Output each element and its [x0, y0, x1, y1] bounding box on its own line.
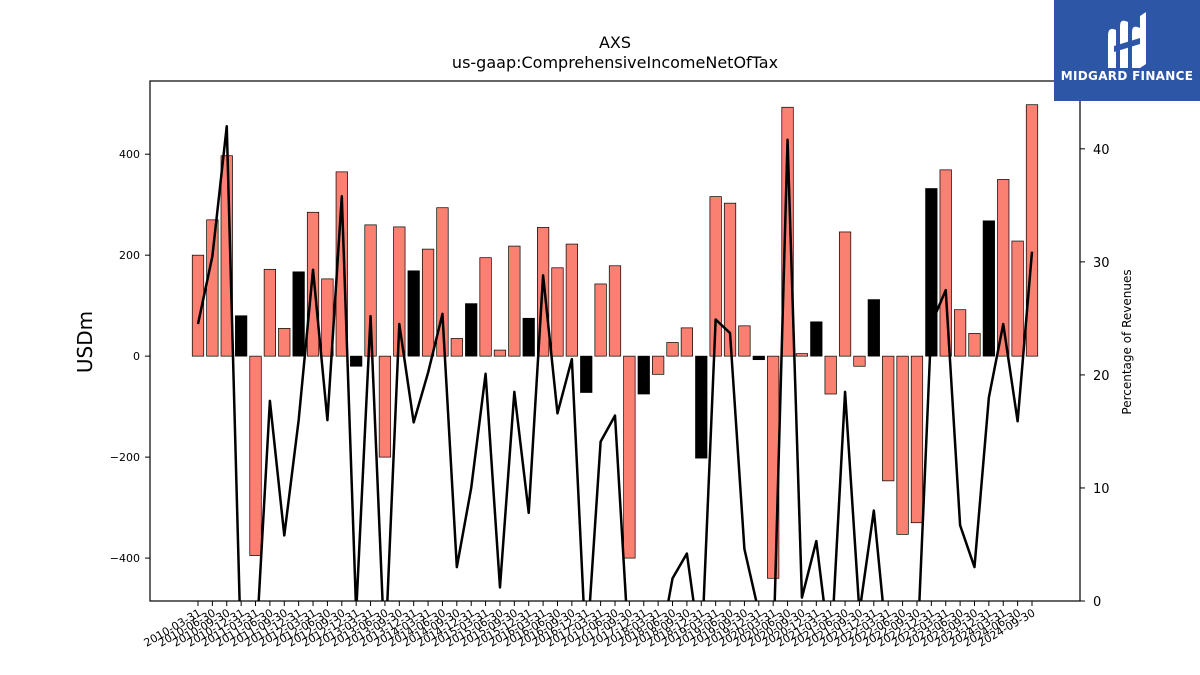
bar: [522, 317, 535, 357]
bar: [1011, 240, 1024, 357]
y-tick-label: 400: [119, 148, 140, 161]
bar: [695, 355, 708, 459]
y2-tick-label: 10: [1093, 482, 1110, 497]
bar: [781, 106, 794, 357]
logo-text: MIDGARD FINANCE: [1060, 69, 1194, 83]
bars-group: [191, 104, 1039, 579]
bar: [292, 271, 305, 357]
bar: [838, 231, 852, 357]
bar: [637, 355, 650, 395]
y2-ticks-group: 0 10 20 30 40: [1080, 143, 1110, 610]
bar: [853, 355, 866, 367]
bar: [939, 169, 952, 357]
y-tick-label: 200: [119, 249, 140, 262]
bar: [882, 355, 895, 482]
bar: [407, 270, 420, 357]
bar: [479, 257, 492, 357]
line-group: [196, 124, 1034, 601]
bar: [867, 299, 880, 357]
bar: [551, 267, 564, 357]
chart-subtitle: us-gaap:ComprehensiveIncomeNetOfTax: [452, 53, 778, 72]
bar: [263, 268, 276, 357]
bar: [465, 303, 478, 357]
y-tick-label: −200: [110, 451, 140, 464]
bar: [680, 327, 693, 357]
bar: [925, 188, 938, 357]
bar: [982, 220, 995, 357]
bar: [393, 226, 406, 357]
logo-mark-icon: [1108, 12, 1146, 69]
bar: [580, 355, 593, 393]
y2-axis-label: Percentage of Revenues: [1120, 269, 1134, 414]
bar: [278, 328, 291, 357]
bar: [795, 353, 809, 357]
y2-tick-label: 0: [1093, 595, 1101, 610]
bar: [436, 207, 449, 357]
bar: [335, 171, 348, 357]
bar: [896, 355, 909, 535]
bar: [421, 248, 435, 357]
y2-tick-label: 40: [1093, 143, 1110, 158]
bar: [565, 243, 578, 357]
bar: [235, 315, 248, 357]
bar: [810, 321, 823, 357]
bar: [968, 333, 981, 357]
bar: [723, 202, 737, 357]
bar: [666, 342, 679, 357]
bar: [652, 355, 665, 375]
bar: [378, 355, 392, 458]
bar: [623, 355, 636, 559]
bar: [306, 211, 320, 357]
bar: [709, 196, 722, 357]
y-ticks-group: −400 −200 0 200 400: [110, 148, 150, 565]
chart-title: AXS: [599, 33, 631, 52]
bar: [752, 355, 765, 361]
x-ticks-group: 2010-03-312010-06-302010-09-302010-12-31…: [142, 601, 1038, 650]
bar: [493, 349, 507, 357]
y-tick-label: −400: [110, 552, 140, 565]
bar: [824, 355, 837, 395]
bar: [953, 309, 967, 357]
bar: [594, 283, 607, 357]
bar: [997, 179, 1010, 357]
bar: [350, 355, 363, 367]
bar: [508, 245, 521, 357]
bar: [249, 355, 262, 556]
bar: [910, 355, 924, 524]
percentage-line: [196, 124, 1034, 601]
bar: [191, 254, 205, 357]
bar: [450, 338, 463, 357]
bar: [1025, 104, 1039, 357]
bar: [364, 224, 377, 357]
y2-tick-label: 20: [1093, 369, 1110, 384]
y-axis-label: USDm: [73, 311, 97, 373]
y-tick-label: 0: [133, 350, 140, 363]
y2-tick-label: 30: [1093, 256, 1110, 271]
bar: [608, 265, 622, 357]
logo: MIDGARD FINANCE: [1054, 0, 1200, 101]
bar: [206, 219, 219, 357]
bar: [738, 325, 751, 357]
